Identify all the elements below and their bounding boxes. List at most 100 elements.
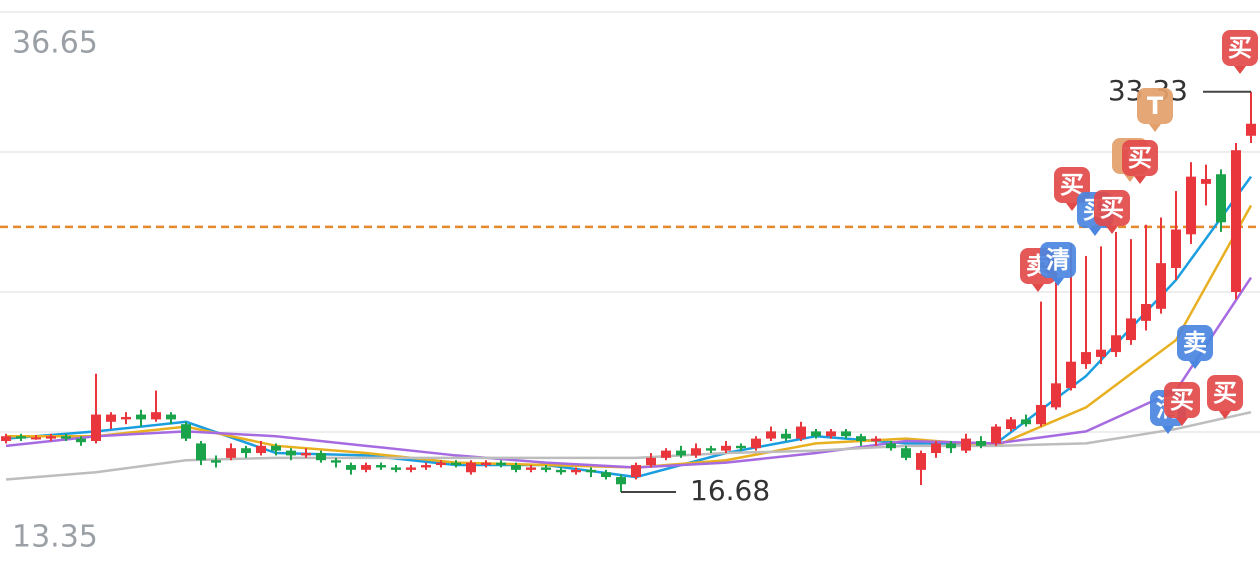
tag-label: 买	[1213, 379, 1237, 407]
candle-body	[136, 414, 146, 420]
candle-body	[766, 431, 776, 439]
candle-body	[166, 414, 176, 420]
tag-pointer	[1176, 418, 1188, 426]
candle-body	[1171, 229, 1181, 268]
candle-body	[361, 465, 371, 470]
candle-body	[736, 445, 746, 449]
candle-body	[76, 438, 86, 443]
tag-pointer	[1032, 284, 1044, 292]
tag-label: 买	[1228, 34, 1252, 62]
candle-body	[451, 462, 461, 466]
candle-body	[751, 438, 761, 449]
candle-body	[601, 472, 611, 478]
candle-body	[1021, 419, 1031, 425]
candle-body	[1186, 176, 1196, 235]
candle-body	[466, 462, 476, 473]
candle-body	[1231, 150, 1241, 292]
candle-body	[1, 436, 11, 442]
candle-body	[1141, 304, 1151, 321]
trade-tag: 卖	[1177, 325, 1213, 369]
candle-body	[1081, 352, 1091, 365]
candle-body	[406, 467, 416, 470]
tag-box	[1137, 88, 1173, 124]
candle-body	[676, 450, 686, 456]
candle-body	[991, 426, 1001, 444]
candle-body	[646, 457, 656, 466]
candle-body	[901, 448, 911, 458]
candle-body	[316, 453, 326, 461]
trade-tag: 买	[1164, 382, 1200, 426]
tag-box	[1122, 140, 1158, 176]
candle-body	[226, 448, 236, 458]
candle-body	[481, 462, 491, 466]
candle-body	[271, 445, 281, 451]
candle-body	[571, 469, 581, 473]
tag-pointer	[1134, 176, 1146, 184]
candle-body	[196, 443, 206, 461]
candle-body	[616, 477, 626, 485]
candle-body	[91, 414, 101, 442]
candle-body	[811, 431, 821, 437]
tag-pointer	[1066, 203, 1078, 211]
candle-body	[61, 436, 71, 439]
candle-body	[691, 448, 701, 456]
tag-label: 清	[1046, 246, 1070, 274]
candle-body	[931, 443, 941, 454]
candle-body	[181, 424, 191, 439]
tag-label: 买	[1100, 194, 1124, 222]
tag-label: T	[1147, 92, 1164, 120]
candle-body	[1006, 419, 1016, 429]
tag-box	[1164, 382, 1200, 418]
candle-body	[1066, 361, 1076, 389]
candle-body	[46, 436, 56, 439]
tag-pointer	[1149, 124, 1161, 132]
tag-pointer	[1234, 66, 1246, 74]
candle-body	[541, 467, 551, 470]
candle-body	[556, 469, 566, 473]
candle-body	[301, 453, 311, 456]
candle-body	[256, 445, 266, 454]
candle-body	[886, 443, 896, 449]
tag-box	[1222, 30, 1258, 66]
candle-body	[121, 416, 131, 420]
trade-tag: 买	[1122, 140, 1158, 184]
tag-label: 卖	[1183, 329, 1207, 357]
candle-body	[916, 453, 926, 470]
candle-body	[376, 465, 386, 468]
candle-body	[346, 465, 356, 470]
candle-body	[391, 467, 401, 470]
candle-body	[661, 450, 671, 458]
candle-body	[946, 443, 956, 449]
tag-pointer	[1189, 361, 1201, 369]
candle-body	[31, 437, 41, 440]
candle-body	[721, 445, 731, 451]
candle-body	[1216, 174, 1226, 223]
candle-body	[706, 448, 716, 451]
candle-body	[856, 436, 866, 442]
tag-box	[1177, 325, 1213, 361]
candle-body	[421, 465, 431, 468]
tag-pointer	[1219, 411, 1231, 419]
candle-body	[826, 431, 836, 437]
trade-tag: 买	[1222, 30, 1258, 74]
tag-box	[1094, 190, 1130, 226]
candle-body	[841, 431, 851, 437]
tag-pointer	[1162, 426, 1174, 434]
y-tick-label: 13.35	[12, 520, 98, 555]
candle-body	[436, 462, 446, 466]
tag-pointer	[1052, 278, 1064, 286]
candle-body	[151, 412, 161, 420]
candle-body	[526, 467, 536, 470]
candle-body	[1096, 349, 1106, 357]
candle-body	[1051, 383, 1061, 408]
tag-box	[1207, 375, 1243, 411]
trade-tag: 买	[1094, 190, 1130, 234]
candle-body	[1126, 318, 1136, 341]
tag-pointer	[1089, 228, 1101, 236]
candle-body	[1201, 179, 1211, 184]
y-tick-label: 36.65	[12, 26, 98, 61]
candle-body	[286, 450, 296, 456]
candle-body	[1036, 404, 1046, 425]
tag-label: 买	[1128, 144, 1152, 172]
